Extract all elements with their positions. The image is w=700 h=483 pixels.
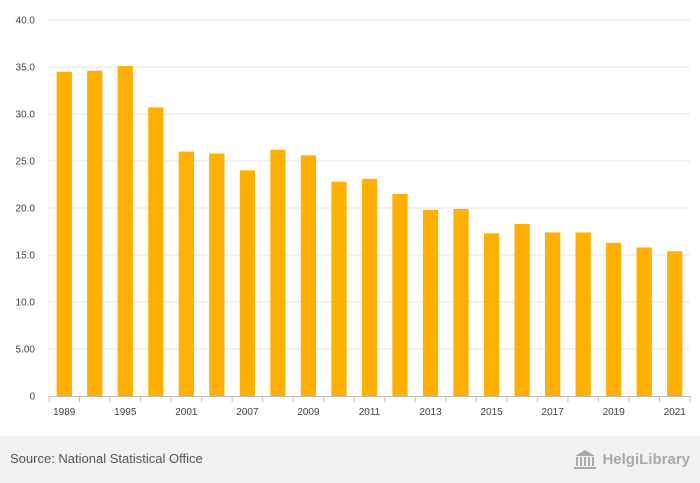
y-tick-label: 40.0 [16, 16, 36, 27]
y-tick-label: 0 [29, 392, 35, 403]
bar [361, 178, 378, 396]
bar [300, 155, 317, 396]
bar [453, 208, 469, 396]
bar [209, 153, 225, 396]
bar [56, 71, 72, 396]
bar [331, 181, 347, 396]
library-building-icon [572, 449, 598, 469]
bar [636, 247, 652, 396]
bar [117, 66, 133, 396]
bar [514, 223, 530, 396]
x-tick-label: 2013 [419, 407, 442, 418]
bar [239, 170, 256, 396]
brand-logo[interactable]: HelgiLibrary [572, 447, 690, 471]
source-note: Source: National Statistical Office [10, 451, 203, 466]
y-tick-label: 15.0 [16, 251, 36, 262]
bar [392, 193, 408, 396]
bar [483, 233, 500, 396]
y-tick-label: 20.0 [16, 204, 36, 215]
y-tick-label: 5.00 [16, 345, 36, 356]
y-tick-label: 25.0 [16, 157, 36, 168]
x-tick-label: 2015 [480, 407, 503, 418]
x-tick-label: 1989 [53, 407, 76, 418]
bar [178, 151, 194, 396]
y-axis-ticks: 0 5.00 10.0 15.0 20.0 25.0 30.0 35.0 40.0 [16, 16, 36, 403]
y-tick-label: 35.0 [16, 63, 36, 74]
x-tick-label: 2017 [542, 407, 565, 418]
x-tick-label: 1995 [114, 407, 137, 418]
bar [148, 107, 164, 397]
x-axis-ticks: 1989 1995 2001 2007 2009 2011 2013 2015 2017 2019… [48, 396, 691, 418]
y-tick-label: 30.0 [16, 110, 36, 121]
x-tick-label: 2021 [664, 407, 687, 418]
bar [87, 70, 103, 396]
bar [575, 232, 591, 396]
bars [56, 66, 683, 397]
bar [606, 242, 622, 396]
x-tick-label: 2011 [359, 407, 381, 418]
x-tick-label: 2019 [603, 407, 626, 418]
x-tick-label: 2007 [236, 407, 259, 418]
bar [270, 149, 286, 396]
x-tick-label: 2001 [175, 407, 198, 418]
chart-footer: Source: National Statistical Office Helg… [0, 436, 700, 483]
x-tick-label: 2009 [297, 407, 320, 418]
y-tick-label: 10.0 [16, 298, 36, 309]
brand-name: HelgiLibrary [602, 450, 690, 468]
bar [667, 251, 683, 396]
bar [422, 209, 439, 396]
bar [545, 232, 561, 396]
